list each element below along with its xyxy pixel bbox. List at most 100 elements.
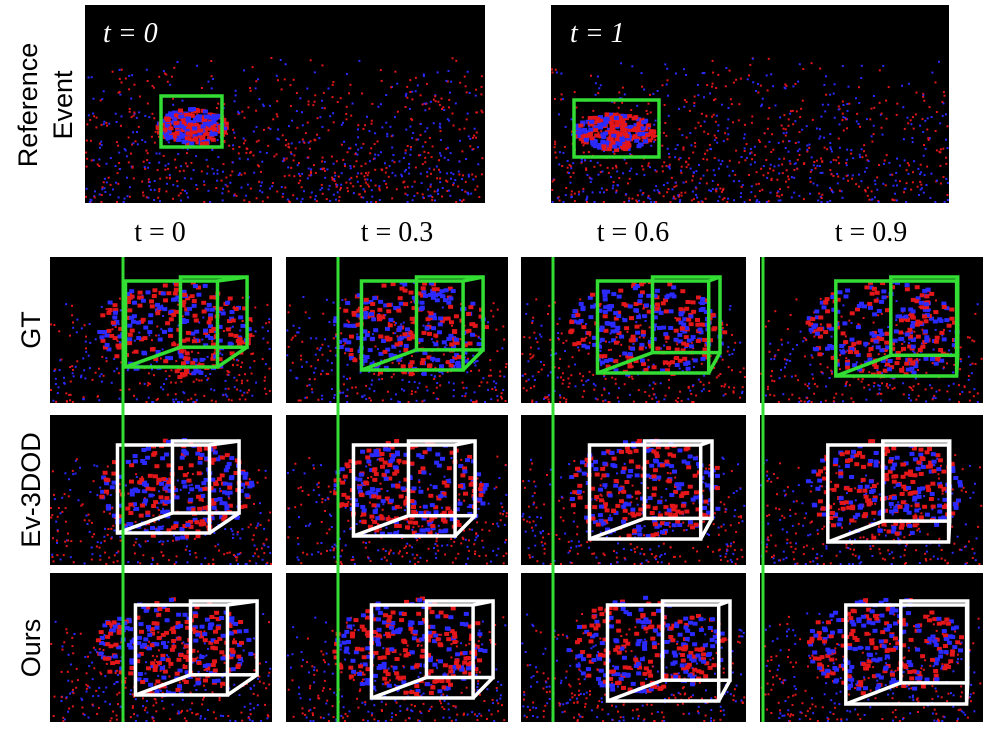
car-event — [137, 295, 143, 300]
event-dot — [65, 392, 68, 395]
event-dot — [835, 159, 838, 162]
event-dot — [370, 179, 372, 182]
car-event — [615, 325, 621, 330]
event-dot — [105, 357, 108, 360]
event-dot — [154, 130, 157, 133]
event-dot — [715, 87, 718, 89]
event-dot — [649, 93, 651, 96]
car-event — [688, 344, 694, 349]
car-event — [597, 145, 603, 150]
event-dot — [784, 366, 786, 369]
event-dot — [210, 399, 213, 402]
event-dot — [818, 165, 821, 167]
event-dot — [865, 118, 868, 121]
event-dot — [525, 380, 528, 383]
event-dot — [134, 541, 137, 544]
event-dot — [438, 125, 441, 128]
event-dot — [369, 152, 372, 155]
event-dot — [113, 529, 116, 532]
car-event — [616, 310, 622, 315]
event-dot — [842, 348, 845, 351]
event-dot — [309, 170, 312, 173]
car-event — [924, 313, 930, 318]
car-event — [390, 354, 396, 358]
event-dot — [729, 305, 732, 308]
event-dot — [237, 152, 240, 155]
event-dot — [857, 122, 860, 125]
event-dot — [678, 128, 681, 131]
event-dot — [288, 125, 290, 128]
event-dot — [913, 330, 916, 333]
event-dot — [649, 166, 651, 169]
event-dot — [144, 167, 147, 170]
event-dot — [755, 183, 758, 186]
car-event — [901, 346, 906, 351]
event-dot — [84, 377, 87, 380]
car-event — [394, 342, 400, 347]
event-dot — [478, 385, 481, 387]
event-dot — [156, 506, 159, 509]
event-dot — [571, 356, 574, 359]
event-dot — [880, 126, 883, 129]
event-dot — [787, 341, 790, 344]
event-dot — [439, 171, 442, 174]
event-dot — [382, 314, 385, 316]
car-event — [137, 303, 143, 308]
event-dot — [406, 194, 409, 197]
event-dot — [402, 181, 405, 184]
event-dot — [599, 164, 602, 167]
car-event — [668, 309, 674, 314]
event-dot — [813, 161, 816, 163]
event-dot — [704, 197, 707, 200]
event-dot — [268, 390, 271, 392]
event-dot — [877, 384, 880, 387]
event-dot — [439, 130, 442, 133]
event-dot — [773, 394, 776, 397]
event-dot — [570, 193, 573, 196]
event-dot — [411, 118, 414, 121]
event-dot — [946, 199, 949, 201]
event-dot — [565, 339, 568, 342]
event-dot — [184, 189, 187, 192]
event-dot — [619, 355, 622, 357]
car-event — [601, 122, 607, 127]
event-dot — [661, 165, 664, 168]
event-dot — [178, 170, 181, 173]
event-dot — [373, 143, 376, 146]
car-event — [207, 316, 213, 321]
event-dot — [265, 152, 268, 154]
event-dot — [628, 345, 631, 348]
event-dot — [188, 550, 191, 552]
car-event — [636, 117, 642, 122]
event-dot — [906, 116, 909, 119]
event-dot — [346, 378, 349, 380]
event-dot — [321, 398, 324, 401]
event-dot — [200, 170, 203, 173]
event-dot — [844, 350, 847, 353]
event-dot — [668, 386, 671, 389]
event-dot — [430, 338, 433, 341]
car-event — [187, 306, 193, 311]
event-dot — [742, 367, 745, 370]
car-event — [887, 359, 893, 363]
event-dot — [133, 505, 135, 508]
event-dot — [241, 296, 244, 299]
car-event — [177, 375, 183, 379]
event-dot — [647, 196, 650, 199]
car-event — [660, 368, 666, 373]
event-dot — [226, 373, 229, 376]
car-event — [362, 358, 368, 363]
event-dot — [167, 141, 170, 144]
car-event — [680, 289, 686, 294]
car-event — [640, 332, 646, 337]
car-event — [203, 331, 209, 335]
event-dot — [132, 114, 135, 117]
event-dot — [500, 392, 503, 395]
event-dot — [162, 507, 165, 510]
event-dot — [815, 159, 818, 162]
event-dot — [303, 190, 305, 193]
event-dot — [713, 139, 716, 142]
event-dot — [381, 126, 384, 129]
car-event — [814, 331, 820, 336]
event-dot — [919, 173, 921, 176]
